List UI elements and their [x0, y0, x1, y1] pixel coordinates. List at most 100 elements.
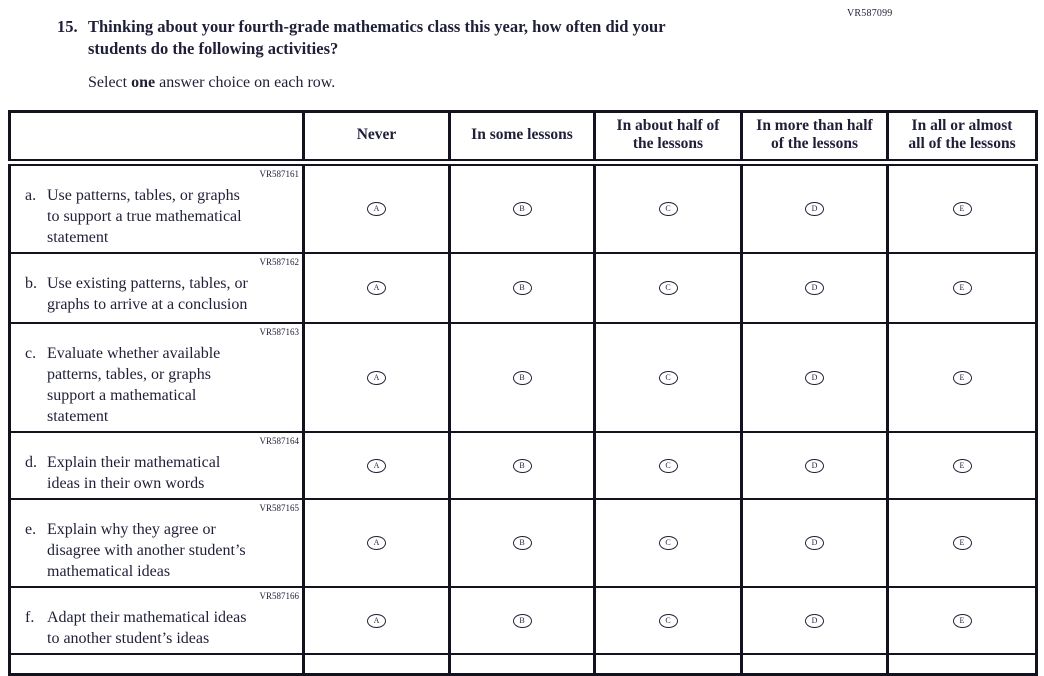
- form-code: VR587099: [847, 8, 893, 19]
- row-letter: c.: [25, 345, 37, 362]
- option-d-bubble[interactable]: D: [805, 458, 824, 473]
- question-number: 15.: [57, 17, 78, 36]
- option-cell-more-than-half: D: [740, 161, 888, 253]
- option-cell-about-half: C: [593, 322, 742, 432]
- row-text: Evaluate whether available patterns, tab…: [47, 345, 221, 425]
- option-b-bubble[interactable]: B: [512, 613, 532, 628]
- option-e-bubble[interactable]: E: [952, 202, 972, 217]
- option-cell-never: A: [302, 252, 450, 323]
- option-cell-about-half: C: [593, 431, 742, 499]
- option-cell-all-lessons: E: [886, 322, 1037, 432]
- option-cell-more-than-half: D: [740, 252, 888, 323]
- option-b-bubble[interactable]: B: [512, 536, 532, 551]
- table-row: VR587164 d. Explain their mathematical i…: [8, 431, 1037, 499]
- row-stem: d. Explain their mathematical ideas in t…: [11, 447, 302, 498]
- option-c-bubble[interactable]: C: [658, 458, 678, 473]
- question-text: Thinking about your fourth-grade mathema…: [88, 17, 666, 58]
- option-cell-some-lessons: B: [448, 586, 595, 654]
- option-a-bubble[interactable]: A: [367, 281, 386, 296]
- table-row: VR587162 b. Use existing patterns, table…: [8, 252, 1037, 323]
- option-c-bubble[interactable]: C: [658, 613, 678, 628]
- option-a-bubble[interactable]: A: [367, 613, 386, 628]
- option-b-bubble[interactable]: B: [512, 202, 532, 217]
- option-e-bubble[interactable]: E: [952, 370, 972, 385]
- option-d-bubble[interactable]: D: [805, 370, 824, 385]
- option-cell-about-half: C: [593, 161, 742, 253]
- option-c-bubble[interactable]: C: [658, 281, 678, 296]
- option-cell-more-than-half: D: [740, 498, 888, 587]
- option-e-bubble[interactable]: E: [952, 613, 972, 628]
- instruction-suffix: answer choice on each row.: [155, 74, 336, 91]
- option-cell-never: A: [302, 498, 450, 587]
- option-e-bubble[interactable]: E: [952, 536, 972, 551]
- option-cell-more-than-half: D: [740, 322, 888, 432]
- option-cell-all-lessons: E: [886, 586, 1037, 654]
- row-stem-cell: VR587161 a. Use patterns, tables, or gra…: [8, 161, 304, 253]
- question-instruction: Select one answer choice on each row.: [88, 72, 666, 93]
- header-empty-cell: [8, 110, 304, 166]
- row-stem: c. Evaluate whether available patterns, …: [11, 338, 302, 431]
- option-a-bubble[interactable]: A: [367, 370, 386, 385]
- column-header-all-lessons: In all or almost all of the lessons: [886, 110, 1037, 166]
- option-b-bubble[interactable]: B: [512, 370, 532, 385]
- row-letter: e.: [25, 521, 37, 538]
- cutoff-row: [8, 653, 1037, 674]
- option-cell-some-lessons: B: [448, 252, 595, 323]
- option-b-bubble[interactable]: B: [512, 458, 532, 473]
- row-letter: b.: [25, 275, 37, 292]
- row-text: Explain why they agree or disagree with …: [47, 521, 246, 580]
- row-stem: f. Adapt their mathematical ideas to ano…: [11, 602, 302, 653]
- option-cell-all-lessons: E: [886, 252, 1037, 323]
- option-cell-more-than-half: D: [740, 586, 888, 654]
- option-e-bubble[interactable]: E: [952, 458, 972, 473]
- option-a-bubble[interactable]: A: [367, 202, 386, 217]
- row-code: VR587161: [259, 169, 299, 179]
- row-stem-cell: VR587166 f. Adapt their mathematical ide…: [8, 586, 304, 654]
- row-stem-cell: VR587165 e. Explain why they agree or di…: [8, 498, 304, 587]
- row-stem-cell: VR587162 b. Use existing patterns, table…: [8, 252, 304, 323]
- option-c-bubble[interactable]: C: [658, 202, 678, 217]
- activities-table: Never In some lessons In about half of t…: [8, 110, 1038, 676]
- row-text: Adapt their mathematical ideas to anothe…: [47, 609, 247, 647]
- option-cell-about-half: C: [593, 252, 742, 323]
- row-stem: a. Use patterns, tables, or graphs to su…: [11, 180, 302, 252]
- option-cell-never: A: [302, 431, 450, 499]
- row-code: VR587165: [259, 503, 299, 513]
- row-stem-cell: VR587163 c. Evaluate whether available p…: [8, 322, 304, 432]
- row-code: VR587163: [259, 327, 299, 337]
- answer-grid: Never In some lessons In about half of t…: [8, 110, 1038, 676]
- option-cell-never: A: [302, 161, 450, 253]
- option-e-bubble[interactable]: E: [952, 281, 972, 296]
- header-row: Never In some lessons In about half of t…: [8, 110, 1037, 166]
- option-d-bubble[interactable]: D: [805, 202, 824, 217]
- option-cell-all-lessons: E: [886, 498, 1037, 587]
- option-cell-some-lessons: B: [448, 322, 595, 432]
- row-text: Use patterns, tables, or graphs to suppo…: [47, 187, 242, 246]
- instruction-emphasis: one: [131, 74, 156, 91]
- row-letter: f.: [25, 609, 35, 626]
- table-row: VR587166 f. Adapt their mathematical ide…: [8, 586, 1037, 654]
- option-a-bubble[interactable]: A: [367, 458, 386, 473]
- question-table-body: VR587161 a. Use patterns, tables, or gra…: [8, 161, 1037, 654]
- row-letter: a.: [25, 187, 37, 204]
- option-c-bubble[interactable]: C: [658, 370, 678, 385]
- column-header-never: Never: [302, 110, 450, 166]
- row-letter: d.: [25, 454, 37, 471]
- option-cell-about-half: C: [593, 498, 742, 587]
- option-cell-more-than-half: D: [740, 431, 888, 499]
- option-d-bubble[interactable]: D: [805, 281, 824, 296]
- instruction-prefix: Select: [88, 74, 132, 91]
- option-c-bubble[interactable]: C: [658, 536, 678, 551]
- option-cell-all-lessons: E: [886, 431, 1037, 499]
- option-cell-some-lessons: B: [448, 498, 595, 587]
- option-a-bubble[interactable]: A: [367, 536, 386, 551]
- option-cell-some-lessons: B: [448, 431, 595, 499]
- option-cell-about-half: C: [593, 586, 742, 654]
- option-d-bubble[interactable]: D: [805, 536, 824, 551]
- option-cell-some-lessons: B: [448, 161, 595, 253]
- option-cell-never: A: [302, 322, 450, 432]
- row-code: VR587164: [259, 436, 299, 446]
- option-b-bubble[interactable]: B: [512, 281, 532, 296]
- row-code: VR587162: [259, 257, 299, 267]
- option-d-bubble[interactable]: D: [805, 613, 824, 628]
